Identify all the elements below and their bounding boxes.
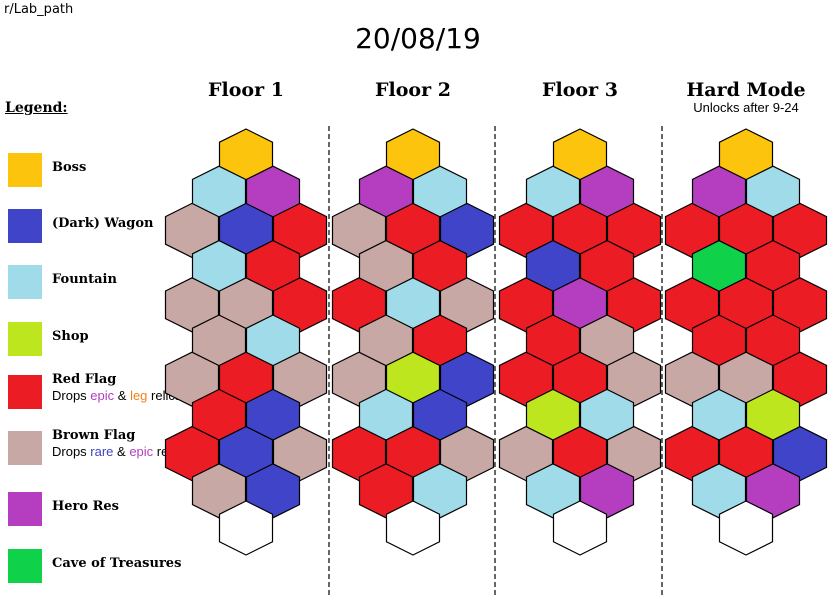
hex-tile-empty [552, 500, 608, 556]
legend-desc-part: Drops [52, 444, 91, 459]
floor-title: Floor 2 [375, 79, 451, 101]
legend-label-red: Red Flag [52, 372, 117, 387]
legend-desc-part: epic [129, 444, 154, 459]
legend-swatch-shop [8, 322, 42, 356]
legend-item-red: Red Flag Drops epic & leg relics [8, 372, 198, 412]
floor-title: Floor 1 [208, 79, 284, 101]
legend-label-cave: Cave of Treasures [52, 556, 182, 571]
hex-tile-empty [218, 500, 274, 556]
legend-desc-part: Drops [52, 388, 91, 403]
legend-desc-part: & [114, 388, 131, 403]
hex-tile-empty [385, 500, 441, 556]
page-title: 20/08/19 [355, 22, 481, 55]
floor-title: Hard Mode [686, 79, 806, 101]
source-label: r/Lab_path [4, 2, 74, 17]
legend-item-shop: Shop [8, 319, 198, 359]
legend-swatch-cave [8, 549, 42, 583]
floor-title: Floor 3 [542, 79, 618, 101]
legend-item-wagon: (Dark) Wagon [8, 206, 198, 246]
legend-swatch-boss [8, 153, 42, 187]
legend-label-fountain: Fountain [52, 272, 117, 287]
legend-swatch-fountain [8, 265, 42, 299]
legend-swatch-hero [8, 492, 42, 526]
legend-label-wagon: (Dark) Wagon [52, 216, 154, 231]
legend-desc-part: rare [90, 444, 114, 459]
legend-title: Legend: [5, 100, 68, 116]
legend-desc-part: leg [130, 388, 148, 403]
legend-label-shop: Shop [52, 329, 89, 344]
legend-item-hero: Hero Res [8, 489, 198, 529]
legend-desc-red: Drops epic & leg relics [52, 388, 202, 403]
legend-item-boss: Boss [8, 150, 198, 190]
legend-desc-part: & [113, 444, 130, 459]
legend-item-fountain: Fountain [8, 262, 198, 302]
legend-label-boss: Boss [52, 160, 87, 175]
legend-desc-part: epic [90, 388, 115, 403]
legend-swatch-wagon [8, 209, 42, 243]
legend-label-brown: Brown Flag [52, 428, 136, 443]
legend-label-hero: Hero Res [52, 499, 119, 514]
legend-swatch-brown [8, 431, 42, 465]
legend-swatch-red [8, 375, 42, 409]
hex-tile-empty [718, 500, 774, 556]
legend-item-cave: Cave of Treasures [8, 546, 198, 586]
floor-subtitle: Unlocks after 9-24 [693, 100, 799, 115]
